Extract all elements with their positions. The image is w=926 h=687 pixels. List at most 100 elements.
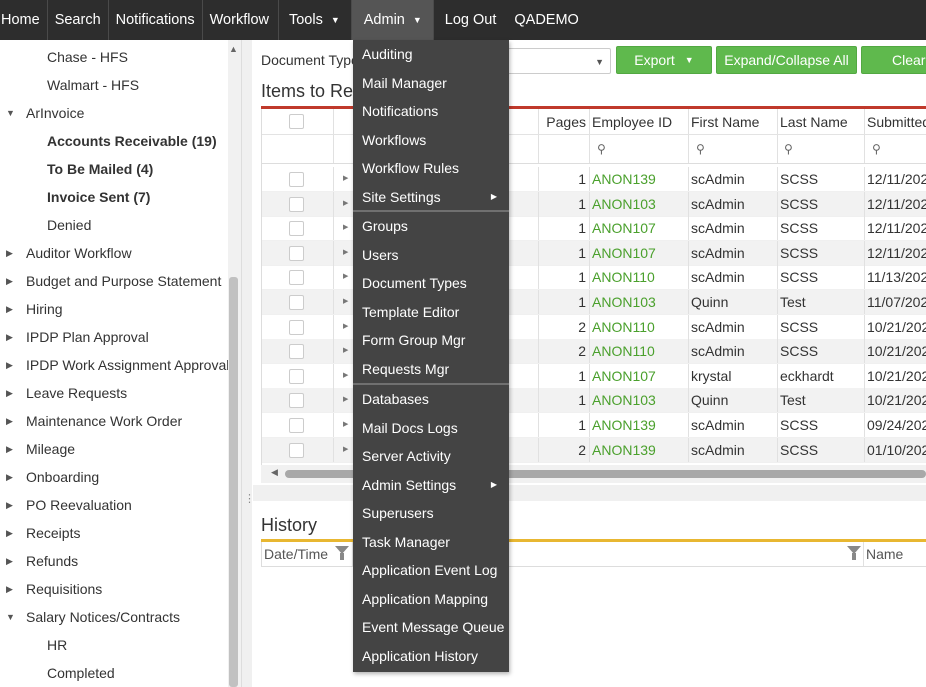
cell-employee-id[interactable]: ANON103 [592,195,656,212]
scroll-up-icon[interactable]: ▲ [229,44,238,54]
admin-menu-item[interactable]: Groups [353,212,509,240]
row-checkbox[interactable] [289,221,304,237]
admin-menu-item[interactable]: Superusers [353,499,509,527]
grip-icon[interactable]: ⋮ [244,493,255,505]
table-row[interactable]: ▶ 1 ANON139 scAdmin SCSS 12/11/2020 [262,167,926,192]
export-button[interactable]: Export ▼ [616,46,712,74]
admin-menu-item[interactable]: Application History [353,642,509,670]
admin-menu-item[interactable]: Application Mapping [353,585,509,613]
expand-row-icon[interactable]: ▶ [343,347,349,355]
admin-menu-item[interactable]: Event Message Queue [353,613,509,641]
sidebar-item[interactable]: Completed [0,659,228,687]
admin-menu-item[interactable]: Databases [353,385,509,413]
sidebar-item[interactable]: ▶ Auditor Workflow [0,239,228,267]
expand-icon[interactable]: ▶ [6,275,13,286]
nav-notifications[interactable]: Notifications [109,0,203,40]
cell-employee-id[interactable]: ANON110 [592,269,655,286]
search-icon[interactable]: ⚲ [784,142,793,156]
admin-menu-item[interactable]: Server Activity [353,442,509,470]
expand-row-icon[interactable]: ▶ [343,445,349,453]
admin-menu-item[interactable]: Mail Docs Logs [353,414,509,442]
admin-menu-item[interactable]: Template Editor [353,298,509,326]
admin-menu-item[interactable]: Workflow Rules [353,154,509,182]
document-type-select[interactable]: ▼ [503,48,611,74]
expand-icon[interactable]: ▶ [6,443,13,454]
sidebar-item[interactable]: ▼ Salary Notices/Contracts [0,603,228,631]
col-header-last-name[interactable]: Last Name [780,109,848,134]
expand-row-icon[interactable]: ▶ [343,322,349,330]
nav-tools[interactable]: Tools ▼ [279,0,352,40]
expand-icon[interactable]: ▶ [6,499,13,510]
admin-menu-item[interactable]: Workflows [353,126,509,154]
admin-menu-item[interactable]: Users [353,241,509,269]
row-checkbox[interactable] [289,319,304,335]
expand-icon[interactable]: ▶ [6,527,13,538]
expand-icon[interactable]: ▶ [6,387,13,398]
col-header-pages[interactable]: Pages [538,109,588,134]
select-all-checkbox[interactable] [289,114,304,129]
sidebar-item[interactable]: Accounts Receivable (19) [0,127,228,155]
sidebar-item[interactable]: ▶ Refunds [0,547,228,575]
expand-row-icon[interactable]: ▶ [343,371,349,379]
admin-menu-item[interactable]: Notifications [353,97,509,125]
cell-employee-id[interactable]: ANON107 [592,244,656,261]
nav-search[interactable]: Search [48,0,109,40]
nav-home[interactable]: Home [0,0,48,40]
filter-icon[interactable] [847,546,861,560]
expand-icon[interactable]: ▶ [6,583,13,594]
admin-menu-item[interactable]: Site Settings ▶ [353,183,509,211]
sidebar-scroll-thumb[interactable] [229,277,238,687]
row-checkbox[interactable] [289,393,304,409]
sidebar-item[interactable]: ▶ IPDP Work Assignment Approval [0,351,229,379]
sidebar-item[interactable]: ▶ Receipts [0,519,228,547]
scroll-left-icon[interactable]: ◀ [271,467,278,477]
expand-icon[interactable]: ▶ [6,303,13,314]
admin-menu-item[interactable]: Requests Mgr [353,355,509,383]
table-row[interactable]: ▶ 2 ANON110 scAdmin SCSS 10/21/2020 [262,314,926,340]
table-row[interactable]: ▶ 1 ANON139 scAdmin SCSS 09/24/2020 [262,413,926,438]
row-checkbox[interactable] [289,245,304,261]
sidebar-item[interactable]: Denied [0,211,228,239]
sidebar-item[interactable]: Chase - HFS [0,43,228,71]
filter-icon[interactable] [335,546,349,560]
nav-logout[interactable]: Log Out [434,0,505,40]
search-icon[interactable]: ⚲ [597,142,606,156]
expand-icon[interactable]: ▶ [6,359,13,370]
col-header-employee-id[interactable]: Employee ID [592,109,672,134]
expand-row-icon[interactable]: ▶ [343,298,349,305]
row-checkbox[interactable] [289,418,304,433]
table-row[interactable]: ▶ 1 ANON107 krystal eckhardt 10/21/2020 [262,363,926,389]
admin-menu-item[interactable]: Mail Manager [353,69,509,97]
admin-menu-item[interactable]: Form Group Mgr [353,326,509,354]
row-checkbox[interactable] [289,295,304,310]
sidebar-item[interactable]: ▶ PO Reevaluation [0,491,228,519]
sidebar-item[interactable]: ▶ Onboarding [0,463,228,491]
expand-icon[interactable]: ▶ [6,555,13,566]
expand-row-icon[interactable]: ▶ [343,199,349,207]
col-header-first-name[interactable]: First Name [691,109,759,134]
sidebar-item[interactable]: ▶ IPDP Plan Approval [0,323,228,351]
cell-employee-id[interactable]: ANON107 [592,220,656,237]
expand-row-icon[interactable]: ▶ [343,421,349,428]
sidebar-item[interactable]: Walmart - HFS [0,71,228,99]
table-row[interactable]: ▶ 1 ANON107 scAdmin SCSS 12/11/2020 [262,216,926,242]
cell-employee-id[interactable]: ANON139 [592,417,656,433]
sidebar-item[interactable]: Invoice Sent (7) [0,183,228,211]
row-checkbox[interactable] [289,196,304,212]
cell-employee-id[interactable]: ANON110 [592,318,655,335]
collapse-icon[interactable]: ▼ [6,108,15,118]
row-checkbox[interactable] [289,172,304,187]
sidebar-item[interactable]: ▼ ArInvoice [0,99,228,127]
admin-menu-item[interactable]: Admin Settings ▶ [353,471,509,499]
sidebar-item[interactable]: ▶ Maintenance Work Order [0,407,228,435]
grid-scroll-thumb[interactable] [285,470,926,478]
cell-employee-id[interactable]: ANON107 [592,367,656,384]
admin-menu-item[interactable]: Auditing [353,40,509,68]
col-header-datetime[interactable]: Date/Time [264,542,328,566]
expand-row-icon[interactable]: ▶ [343,224,349,232]
cell-employee-id[interactable]: ANON103 [592,392,656,409]
pane-splitter[interactable] [241,40,252,687]
expand-row-icon[interactable]: ▶ [343,175,349,182]
sidebar-item[interactable]: To Be Mailed (4) [0,155,228,183]
cell-employee-id[interactable]: ANON139 [592,441,656,458]
